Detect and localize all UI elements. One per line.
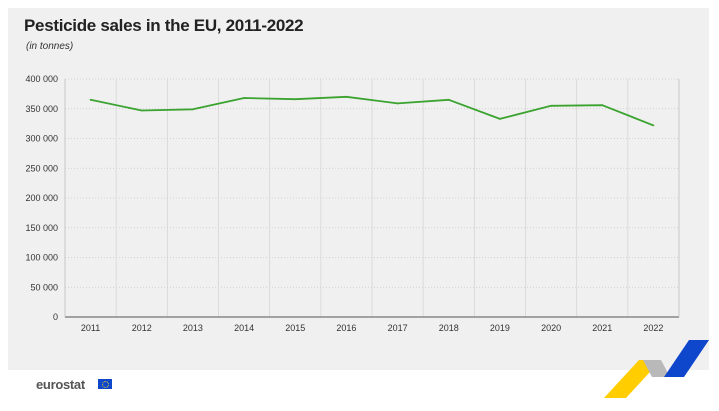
x-axis-tick-labels: 2011 2012 2013 2014 2015 2016 2017 2018 2019 2020… [81,323,664,333]
y-tick-label: 0 [53,312,58,322]
x-tick-label: 2019 [490,323,510,333]
x-tick-label: 2012 [132,323,152,333]
y-tick-label: 350 000 [25,104,58,114]
series-lines [89,95,655,127]
y-tick-label: 150 000 [25,223,58,233]
y-tick-label: 200 000 [25,193,58,203]
x-tick-label: 2014 [234,323,254,333]
x-tick-label: 2022 [643,323,663,333]
data-point [601,104,604,107]
x-tick-label: 2018 [439,323,459,333]
x-tick-label: 2017 [388,323,408,333]
chart-title: Pesticide sales in the EU, 2011-2022 [24,16,304,35]
data-point [447,98,450,101]
x-tick-label: 2020 [541,323,561,333]
data-point [89,98,92,101]
y-tick-label: 250 000 [25,163,58,173]
data-point [652,124,655,127]
chart-subtitle: (in tonnes) [26,41,74,52]
x-tick-label: 2015 [285,323,305,333]
data-point [192,108,194,111]
y-tick-label: 300 000 [25,134,58,144]
x-tick-label: 2021 [592,323,612,333]
data-point [550,104,552,107]
data-point [140,109,143,112]
x-tick-label: 2013 [183,323,203,333]
x-gridlines [115,79,629,317]
eu-flag-icon [98,379,112,389]
brand-grey-stripe [643,360,670,377]
y-tick-label: 400 000 [25,74,58,84]
data-point [345,95,348,98]
eurostat-logo: eurostat [36,377,85,392]
x-tick-label: 2016 [336,323,356,333]
series-line [90,95,654,127]
data-point [294,98,297,101]
brand-yellow-stripe [604,360,661,398]
brand-blue-stripe [664,340,709,377]
chart-panel [8,8,709,370]
y-axis-tick-labels: 0 50 000 100 000 150 000 200 000 250 000 300 0… [25,74,58,322]
y-tick-label: 100 000 [25,253,58,263]
data-point [499,117,501,120]
plot-frame [64,79,680,318]
data-point [396,102,399,105]
y-tick-label: 50 000 [30,282,58,292]
x-tick-label: 2011 [81,323,100,333]
data-point [243,97,245,99]
